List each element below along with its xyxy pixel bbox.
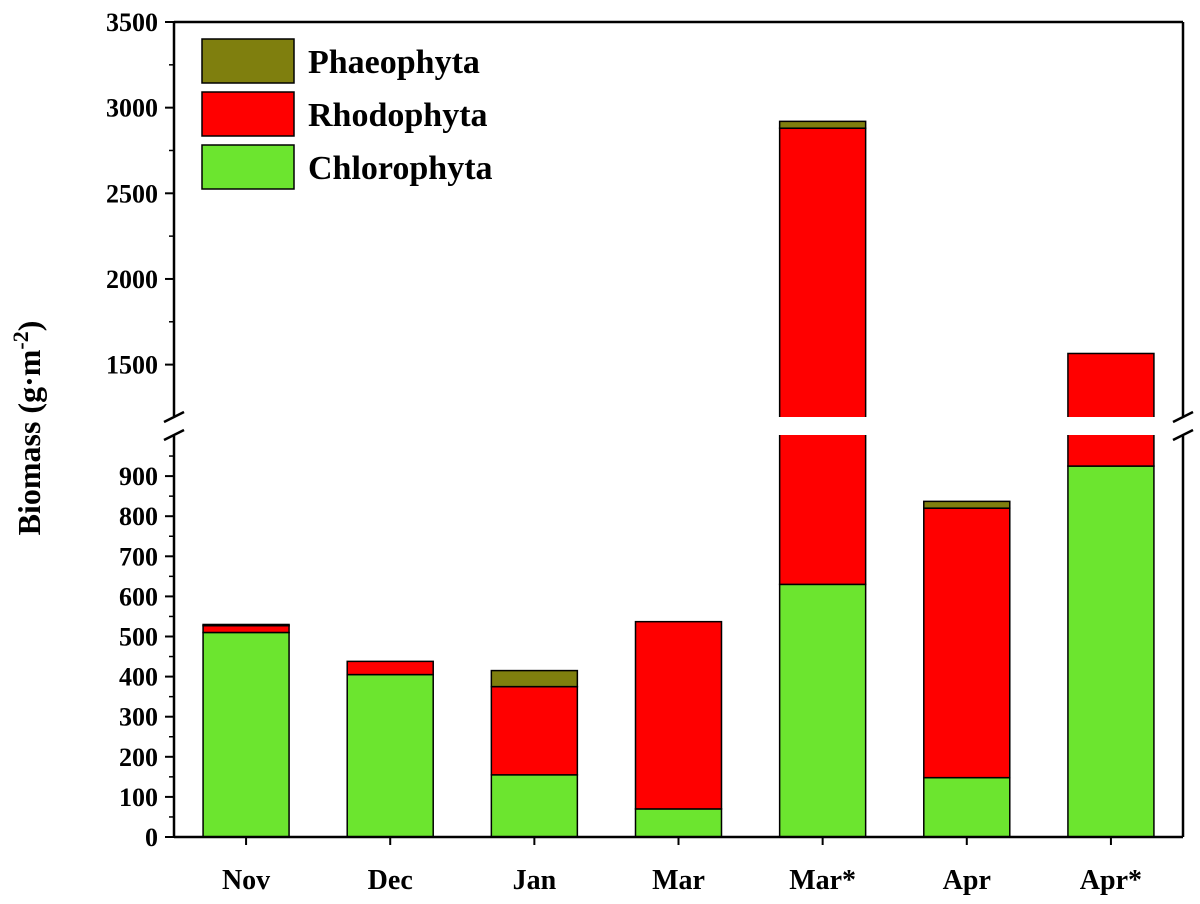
bar-rhodophyta-nov: [202, 624, 290, 634]
y-tick-label: 2500: [106, 179, 158, 208]
x-tick-label: Dec: [368, 865, 413, 896]
x-tick-label: Apr: [943, 865, 991, 896]
y-tick-label: 3000: [106, 94, 158, 123]
bar-chlorophyta-jan: [490, 774, 579, 838]
bar-phaeophyta-mar-star: [778, 120, 867, 129]
bar-chlorophyta-apr: [923, 776, 1011, 838]
legend-label-chlorophyta: Chlorophyta: [308, 150, 493, 187]
bar-rhodophyta-apr-star: [1067, 352, 1155, 467]
axis-break-gap: [176, 417, 1181, 435]
x-tick-label: Nov: [222, 865, 270, 896]
legend: Phaeophyta Rhodophyta Chlorophyta: [201, 38, 493, 190]
bar-rhodophyta-mar-star: [778, 127, 867, 586]
y-tick-label: 3500: [106, 8, 158, 37]
bar-rhodophyta-dec: [346, 660, 434, 676]
x-tick-label: Jan: [513, 865, 557, 896]
axis-break-mark: [163, 410, 185, 424]
y-tick-label: 800: [119, 502, 158, 531]
bar-phaeophyta-nov: [202, 623, 290, 627]
bar-rhodophyta-jan: [490, 685, 579, 776]
legend-swatch-chlorophyta: [201, 144, 295, 190]
axes-layer: Nov Dec Jan Mar Mar* Apr Apr* 0 100 200 300 400 500 6…: [106, 8, 1194, 896]
axis-break-mark: [1172, 410, 1194, 424]
y-axis-label: Biomass (g·m-2): [8, 321, 47, 536]
bars-layer: [202, 120, 1155, 838]
y-tick-label: 700: [119, 542, 158, 571]
x-tick-label: Apr*: [1080, 865, 1142, 896]
y-tick-label: 600: [119, 582, 158, 611]
bar-chlorophyta-nov: [202, 631, 290, 838]
x-tick-label: Mar: [652, 865, 705, 896]
y-tick-label: 1500: [106, 351, 158, 380]
legend-label-rhodophyta: Rhodophyta: [308, 97, 488, 134]
bar-chlorophyta-apr-star: [1067, 465, 1155, 838]
y-tick-label: 0: [145, 823, 158, 852]
y-tick-label: 200: [119, 743, 158, 772]
y-tick-label: 900: [119, 462, 158, 491]
legend-label-phaeophyta: Phaeophyta: [308, 44, 480, 81]
bar-rhodophyta-apr: [923, 507, 1011, 779]
axis-break-mark: [163, 428, 185, 442]
legend-swatch-rhodophyta: [201, 91, 295, 137]
bar-phaeophyta-jan: [490, 669, 579, 688]
bar-chlorophyta-dec: [346, 673, 434, 838]
bar-phaeophyta-apr: [923, 500, 1011, 509]
bar-chlorophyta-mar: [634, 808, 723, 838]
y-tick-label: 300: [119, 703, 158, 732]
axis-break-mark: [1172, 428, 1194, 442]
y-tick-label: 2000: [106, 265, 158, 294]
x-tick-label: Mar*: [789, 865, 856, 896]
bar-rhodophyta-mar: [634, 620, 723, 810]
y-tick-label: 100: [119, 783, 158, 812]
legend-swatch-phaeophyta: [201, 38, 295, 84]
y-tick-label: 500: [119, 623, 158, 652]
y-tick-label: 400: [119, 663, 158, 692]
bar-chlorophyta-mar-star: [778, 583, 867, 838]
